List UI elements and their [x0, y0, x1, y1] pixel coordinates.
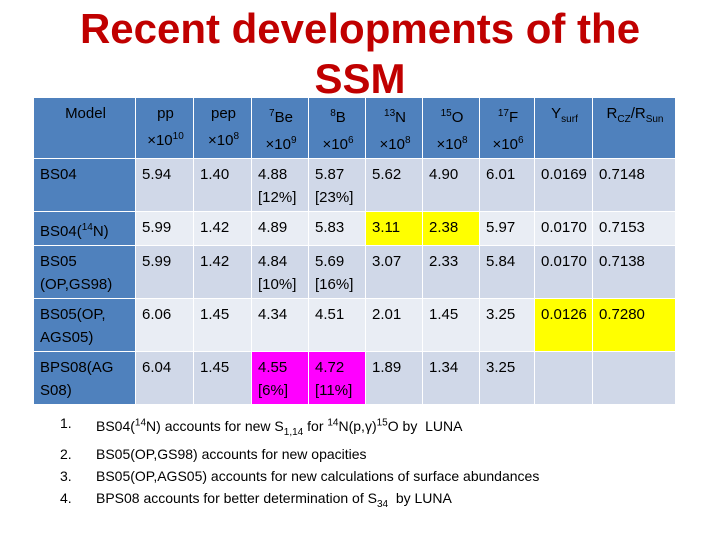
value-cell: 4.90 — [422, 158, 480, 212]
column-header: 13N ×108 — [365, 97, 423, 159]
model-name-cell: BS04 — [33, 158, 136, 212]
column-header-model: Model — [33, 97, 136, 159]
table-row: BS04 5.94 1.40 4.88 [12%] 5.87 [23%] 5.62 4.90 6.… — [33, 158, 676, 212]
value-cell: 6.04 — [135, 351, 194, 405]
value-cell: 2.33 — [422, 245, 480, 299]
value-cell: 4.34 — [251, 298, 309, 352]
value-cell: 3.25 — [479, 351, 535, 405]
value-cell: 0.0170 — [534, 245, 593, 299]
value-cell: 3.07 — [365, 245, 423, 299]
column-header: 15O ×108 — [422, 97, 480, 159]
value-cell: 1.89 — [365, 351, 423, 405]
footnote-item: 1. BS04(14N) accounts for new S1,14 for 1… — [60, 412, 539, 443]
model-name-cell: BS04(14N) — [33, 211, 136, 246]
value-cell: 0.7138 — [592, 245, 676, 299]
table-row: BS04(14N) 5.99 1.42 4.89 5.83 3.11 2.38 5.97 0.0… — [33, 211, 676, 246]
footnote-text: BS04(14N) accounts for new S1,14 for 14N… — [96, 417, 463, 438]
model-name-cell: BS05 (OP,GS98) — [33, 245, 136, 299]
value-cell: 5.62 — [365, 158, 423, 212]
table-row: BS05 (OP,GS98) 5.99 1.42 4.84 [10%] 5.69 [16%] 3… — [33, 245, 676, 299]
value-cell: 0.7153 — [592, 211, 676, 246]
value-cell: 1.45 — [193, 351, 252, 405]
value-cell: 6.06 — [135, 298, 194, 352]
value-cell: 1.42 — [193, 245, 252, 299]
model-name-cell: BS05(OP, AGS05) — [33, 298, 136, 352]
value-cell: 0.0170 — [534, 211, 593, 246]
value-cell: 4.89 — [251, 211, 309, 246]
value-cell: 1.45 — [193, 298, 252, 352]
column-header: RCZ/RSun — [592, 97, 676, 159]
footnotes-list: 1. BS04(14N) accounts for new S1,14 for 1… — [60, 412, 539, 516]
value-cell: 4.51 — [308, 298, 366, 352]
footnote-item: 2. BS05(OP,GS98) accounts for new opaciti… — [60, 443, 539, 465]
footnote-text: BS05(OP,AGS05) accounts for new calculat… — [96, 468, 540, 485]
ssm-flux-table: Model pp ×1010 pep ×108 7Be ×109 8B ×106 13N ×108 1… — [33, 97, 676, 405]
value-cell: 2.01 — [365, 298, 423, 352]
value-cell: 5.87 [23%] — [308, 158, 366, 212]
table-header-row: Model pp ×1010 pep ×108 7Be ×109 8B ×106 13N ×108 1… — [33, 97, 676, 159]
value-cell: 0.0126 — [534, 298, 593, 352]
value-cell: 5.69 [16%] — [308, 245, 366, 299]
value-cell — [534, 351, 593, 405]
footnote-number: 4. — [60, 490, 72, 507]
table-row: BS05(OP, AGS05) 6.06 1.45 4.34 4.51 2.01 1.45 3.… — [33, 298, 676, 352]
column-header: pep ×108 — [193, 97, 252, 159]
value-cell: 5.84 — [479, 245, 535, 299]
value-cell: 5.83 — [308, 211, 366, 246]
value-cell: 5.99 — [135, 245, 194, 299]
column-header: pp ×1010 — [135, 97, 194, 159]
value-cell: 1.40 — [193, 158, 252, 212]
slide-title: Recent developments of the SSM — [79, 5, 641, 102]
footnote-item: 3. BS05(OP,AGS05) accounts for new calcul… — [60, 465, 539, 487]
value-cell: 3.11 — [365, 211, 423, 246]
value-cell: 4.88 [12%] — [251, 158, 309, 212]
value-cell: 5.99 — [135, 211, 194, 246]
value-cell: 1.42 — [193, 211, 252, 246]
value-cell: 1.45 — [422, 298, 480, 352]
value-cell: 0.7280 — [592, 298, 676, 352]
value-cell: 4.72 [11%] — [308, 351, 366, 405]
value-cell — [592, 351, 676, 405]
column-header: 7Be ×109 — [251, 97, 309, 159]
footnote-text: BPS08 accounts for better determination … — [96, 490, 452, 511]
value-cell: 1.34 — [422, 351, 480, 405]
value-cell: 4.84 [10%] — [251, 245, 309, 299]
value-cell: 5.97 — [479, 211, 535, 246]
footnote-number: 2. — [60, 446, 72, 463]
model-name-cell: BPS08(AG S08) — [33, 351, 136, 405]
value-cell: 4.55 [6%] — [251, 351, 309, 405]
value-cell: 2.38 — [422, 211, 480, 246]
value-cell: 0.7148 — [592, 158, 676, 212]
value-cell: 3.25 — [479, 298, 535, 352]
column-header: Ysurf — [534, 97, 593, 159]
footnote-item: 4. BPS08 accounts for better determinatio… — [60, 487, 539, 516]
footnote-number: 3. — [60, 468, 72, 485]
footnote-number: 1. — [60, 415, 72, 431]
column-header: 17F ×106 — [479, 97, 535, 159]
value-cell: 6.01 — [479, 158, 535, 212]
value-cell: 0.0169 — [534, 158, 593, 212]
column-header: 8B ×106 — [308, 97, 366, 159]
value-cell: 5.94 — [135, 158, 194, 212]
footnote-text: BS05(OP,GS98) accounts for new opacities — [96, 446, 367, 463]
table-row: BPS08(AG S08) 6.04 1.45 4.55 [6%] 4.72 [11%] 1.8… — [33, 351, 676, 405]
